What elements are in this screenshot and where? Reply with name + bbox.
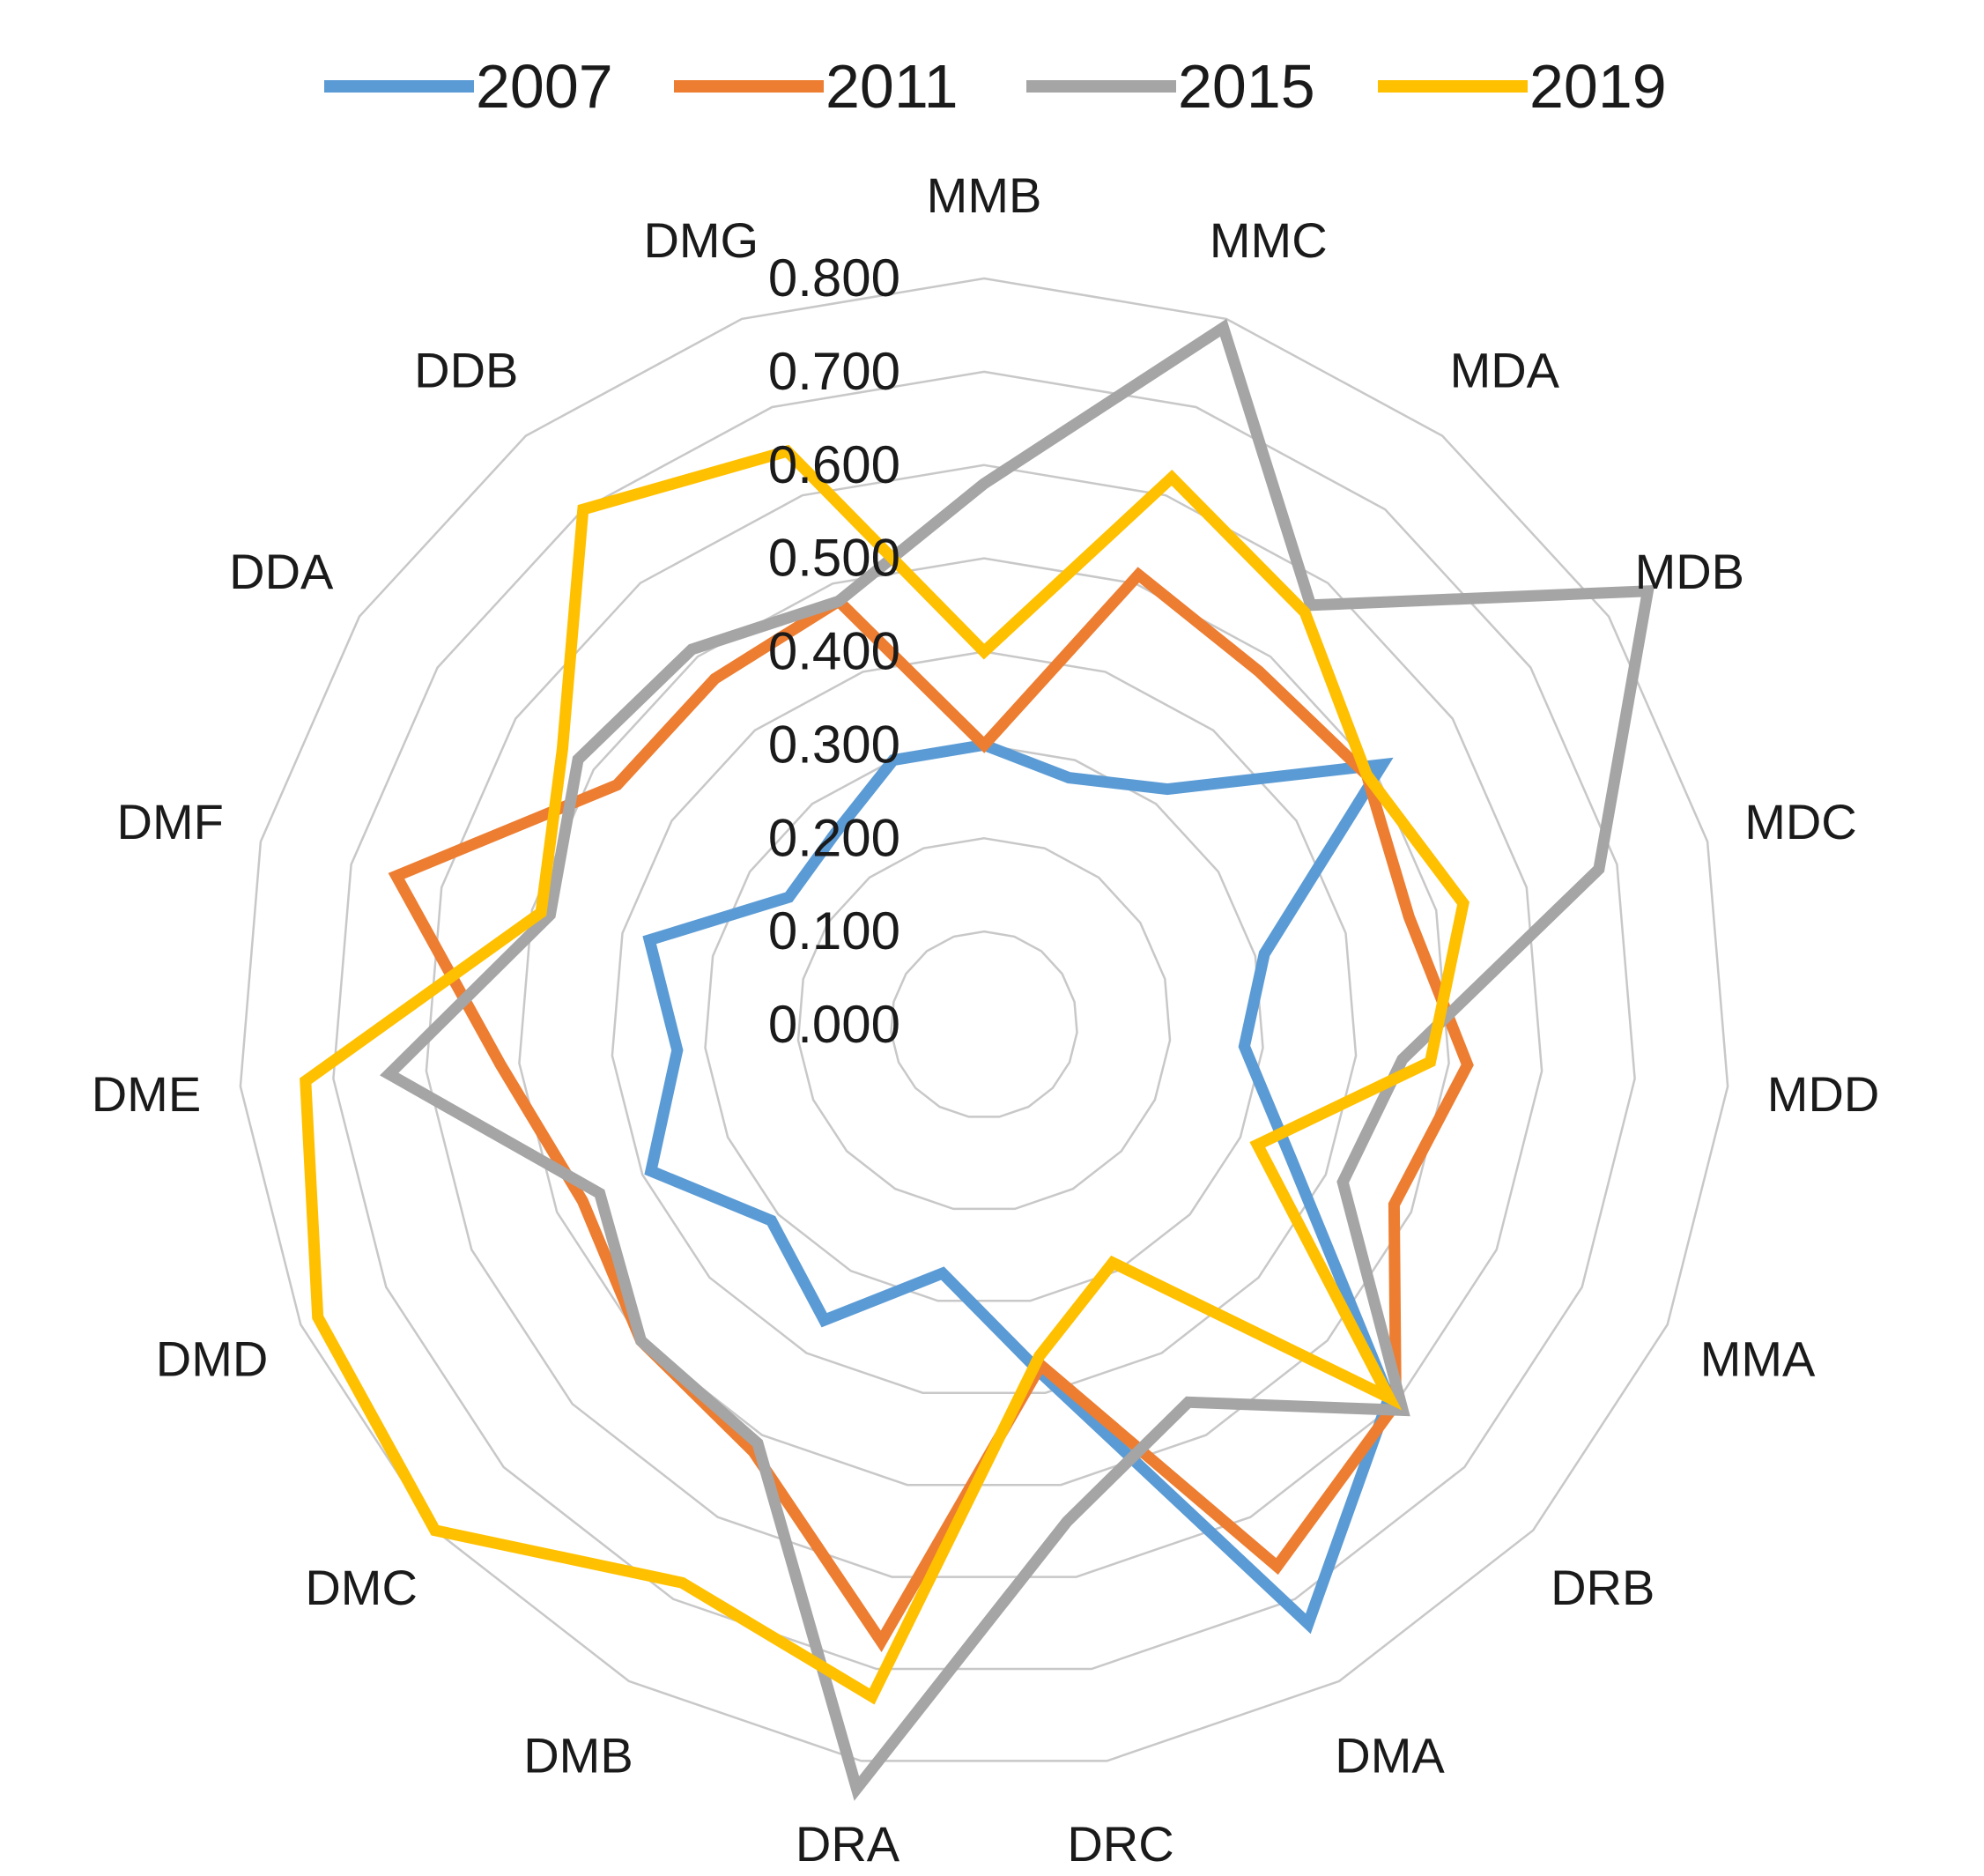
category-label-dmb: DMB: [523, 1728, 633, 1783]
grid-ring-3: [704, 744, 1264, 1302]
category-label-drb: DRB: [1551, 1560, 1655, 1615]
legend: 2007 2011 2015 2019: [324, 52, 1667, 121]
category-label-mmc: MMC: [1210, 212, 1328, 268]
category-label-mmb: MMB: [927, 167, 1042, 223]
grid-ring-2: [796, 837, 1172, 1211]
tick-label: 0.000: [768, 995, 900, 1054]
series-line-2007: [642, 738, 1395, 1635]
tick-label: 0.200: [768, 808, 900, 867]
category-label-ddb: DDB: [414, 343, 518, 398]
category-label-mdd: MDD: [1767, 1066, 1880, 1122]
category-label-dme: DME: [92, 1066, 201, 1122]
category-label-drc: DRC: [1067, 1816, 1173, 1872]
legend-label-2015: 2015: [1178, 52, 1315, 121]
series-line-2015: [380, 318, 1655, 1801]
tick-label: 0.100: [768, 901, 900, 960]
radial-tick-labels: 0.000 0.100 0.200 0.300 0.400 0.500 0.600 0.700…: [768, 248, 900, 1054]
radar-series: [300, 318, 1655, 1801]
legend-label-2007: 2007: [476, 52, 613, 121]
tick-label: 0.400: [768, 622, 900, 681]
tick-label: 0.600: [768, 435, 900, 494]
category-label-mdb: MDB: [1635, 544, 1744, 599]
grid-ring-5: [518, 557, 1450, 1487]
tick-label: 0.300: [768, 715, 900, 774]
legend-label-2011: 2011: [825, 52, 959, 121]
category-label-mda: MDA: [1450, 343, 1560, 398]
category-label-dmg: DMG: [643, 212, 759, 268]
category-label-dmc: DMC: [305, 1560, 418, 1615]
grid-ring-4: [611, 650, 1358, 1394]
grid-ring-1: [890, 930, 1078, 1118]
tick-label: 0.700: [768, 342, 900, 401]
legend-label-2019: 2019: [1529, 52, 1667, 121]
category-label-dma: DMA: [1335, 1728, 1445, 1783]
tick-label: 0.800: [768, 248, 900, 308]
category-label-dmd: DMD: [156, 1331, 269, 1386]
series-line-2019: [300, 444, 1469, 1705]
category-label-dmf: DMF: [117, 794, 224, 849]
series-line-2011: [388, 567, 1474, 1652]
category-label-dda: DDA: [229, 544, 334, 599]
category-label-mdc: MDC: [1744, 794, 1857, 849]
category-label-dra: DRA: [796, 1816, 900, 1872]
tick-label: 0.500: [768, 529, 900, 588]
grid-ring-6: [425, 463, 1544, 1578]
category-label-mma: MMA: [1700, 1331, 1816, 1386]
category-labels: MMB MMC MDA MDB MDC MDD MMA DRB DMA DRC DRA DMB DMC D…: [92, 167, 1880, 1872]
grid-ring-8: [239, 277, 1729, 1762]
grid-ring-7: [332, 370, 1636, 1671]
